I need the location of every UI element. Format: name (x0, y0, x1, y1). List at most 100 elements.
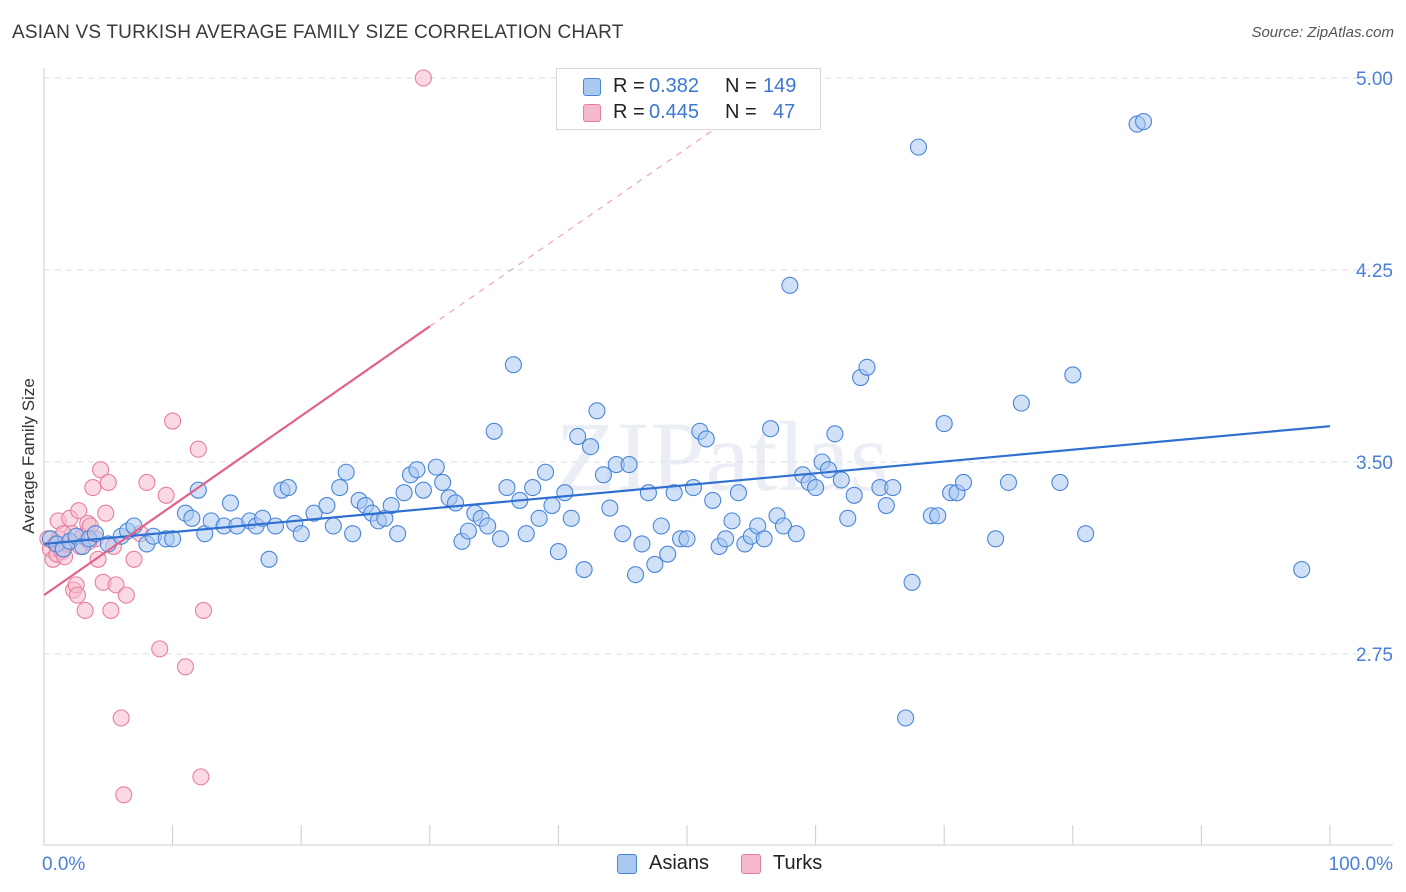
legend-r-value: 0.382 (649, 75, 700, 97)
asian-point (697, 430, 715, 448)
asian-point (485, 422, 503, 440)
asian-point (324, 517, 342, 535)
x-tick-label: 100.0% (1329, 854, 1394, 875)
asian-point (414, 481, 432, 499)
asian-point (382, 496, 400, 515)
asian-point (266, 517, 285, 535)
asian-point (832, 471, 850, 489)
legend-n-value: 47 (773, 101, 796, 123)
asian-point (446, 494, 465, 512)
turks-swatch (583, 104, 601, 122)
legend-n-label: N = (725, 101, 757, 123)
turk-point (414, 69, 432, 87)
asian-point (524, 479, 542, 497)
turk-point (192, 768, 210, 786)
asian-point (1134, 112, 1153, 131)
legend-r-label: R = (613, 75, 645, 97)
turk-point (151, 640, 169, 658)
asians-legend-swatch (617, 854, 637, 874)
turk-point (138, 473, 156, 492)
asian-point (491, 530, 510, 548)
legend-r-label: R = (613, 101, 645, 123)
asian-point (729, 484, 747, 502)
asian-point (877, 496, 895, 515)
turk-point (97, 504, 115, 522)
asian-point (337, 463, 355, 481)
asian-point (543, 496, 561, 515)
legend-row-turks: R = 0.445 N = 47 (557, 101, 820, 127)
asian-point (903, 573, 921, 591)
y-tick-label: 4.25 (1356, 261, 1393, 282)
asian-point (659, 545, 677, 563)
chart-title: ASIAN VS TURKISH AVERAGE FAMILY SIZE COR… (12, 22, 624, 43)
turks-trendline (43, 325, 431, 597)
watermark: ZIPatlas (555, 401, 888, 512)
turk-point (99, 473, 117, 492)
y-axis-title: Average Family Size (19, 378, 38, 534)
asian-point (897, 709, 915, 727)
legend-n-label: N = (725, 75, 757, 97)
asian-point (620, 456, 638, 474)
asian-point (575, 560, 593, 579)
asian-point (305, 504, 323, 522)
asian-point (183, 509, 201, 527)
axes (43, 68, 1393, 846)
asians-legend-label: Asians (649, 852, 710, 874)
asian-point (839, 509, 857, 527)
source-label: Source: ZipAtlas.com (1251, 24, 1394, 41)
asian-point (1064, 366, 1082, 384)
asian-point (987, 530, 1005, 548)
asian-point (665, 484, 683, 502)
turk-point (157, 486, 175, 504)
asian-point (762, 420, 780, 438)
turks-trendline-extension (429, 103, 752, 327)
turk-point (102, 601, 120, 620)
asian-point (292, 525, 310, 543)
tick-labels: 2.75 3.50 4.25 5.00 0.0% 100.0% (42, 69, 1393, 875)
asians-trendline (43, 425, 1331, 546)
turk-point (76, 601, 94, 620)
asian-point (704, 491, 722, 509)
asian-point (807, 479, 825, 497)
asian-point (1012, 394, 1030, 412)
asian-point (594, 466, 612, 484)
turk-point (164, 412, 182, 430)
turk-point (70, 502, 88, 520)
turk-point (84, 479, 102, 497)
asian-point (601, 499, 619, 517)
asian-point (556, 484, 574, 502)
asian-point (260, 550, 278, 568)
trendlines (43, 103, 1331, 597)
asians-series (41, 112, 1311, 727)
asian-point (652, 517, 670, 535)
asian-point (318, 496, 336, 515)
turk-point (107, 576, 125, 594)
asian-point (646, 555, 664, 573)
turk-point (117, 586, 135, 604)
asian-point (781, 276, 799, 294)
legend-n-value: 149 (763, 75, 797, 97)
asian-point (331, 479, 349, 497)
asian-point (845, 486, 863, 504)
asian-point (344, 525, 362, 543)
asian-point (530, 509, 548, 527)
asian-point (536, 463, 555, 481)
asian-point (819, 461, 838, 479)
asian-point (434, 473, 452, 492)
asian-point (459, 522, 477, 540)
asian-point (427, 458, 445, 476)
asian-point (569, 427, 587, 445)
legend-r-value: 0.445 (649, 101, 700, 123)
asian-point (1293, 560, 1311, 579)
asian-point (614, 525, 632, 543)
asian-point (787, 525, 805, 543)
asian-point (755, 530, 773, 548)
asian-point (929, 507, 947, 525)
asian-point (627, 566, 645, 584)
asian-point (254, 509, 272, 527)
turk-point (112, 709, 130, 727)
asian-point (164, 530, 182, 548)
asian-point (581, 438, 600, 456)
turk-point (92, 461, 110, 479)
